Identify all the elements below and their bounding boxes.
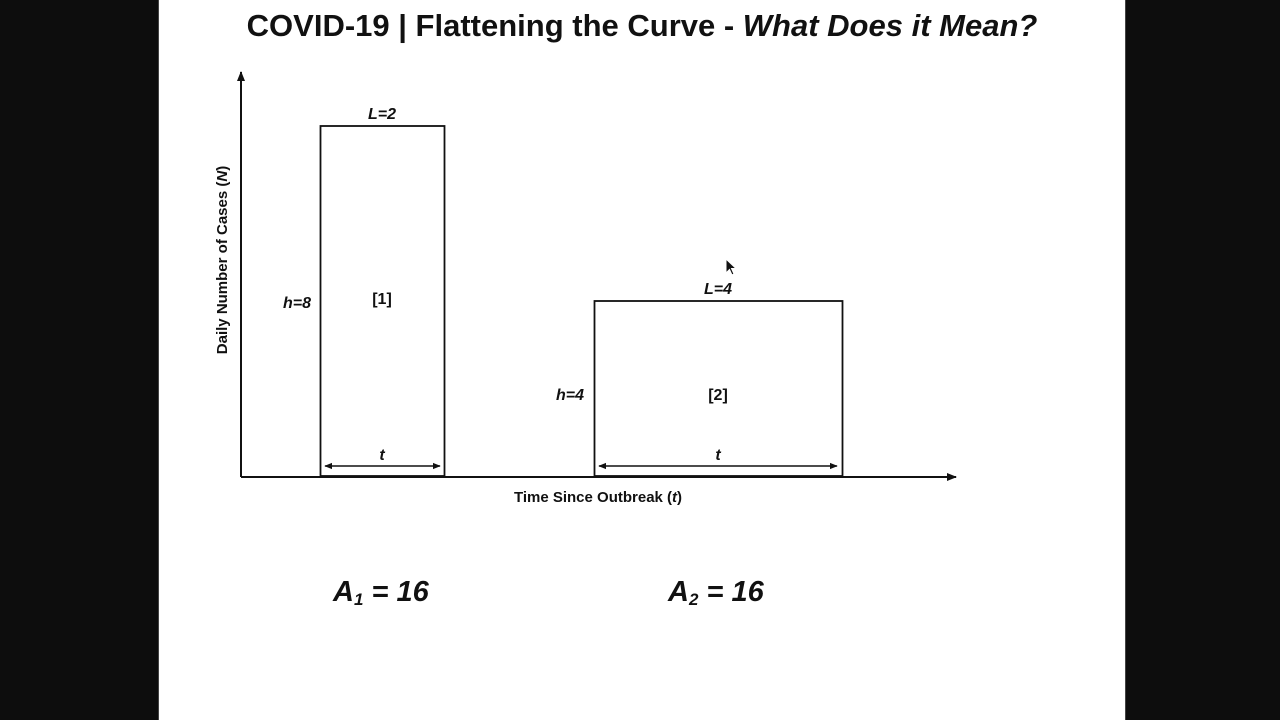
area-1-value: = 16 [363,576,429,608]
title-italic: What Does it Mean? [742,8,1038,43]
rectangle-1-box [319,125,446,477]
area-2-equation: A2 = 16 [668,576,764,610]
rectangle-1-length-label: L=2 [368,106,396,123]
slide-title: COVID-19 | Flattening the Curve - What D… [159,8,1125,44]
rectangle-1-height-label: h=8 [283,295,311,312]
mouse-pointer-icon [725,258,738,276]
area-1-symbol: A [333,576,354,608]
flattening-diagram: Daily Number of Cases (N) Time Since Out… [214,71,957,506]
title-main: COVID-19 | Flattening the Curve - [246,8,743,43]
rectangle-2-span-label: t [715,447,721,464]
area-1-subscript: 1 [353,590,364,609]
rectangle-2-length-label: L=4 [704,281,732,298]
rectangle-2-id: [2] [708,387,728,404]
area-2-subscript: 2 [688,590,699,609]
slide: COVID-19 | Flattening the Curve - What D… [158,0,1126,720]
x-axis-label: Time Since Outbreak (t) [514,489,682,506]
rectangle-1: L=2 h=8 [1] t [283,106,446,477]
rectangle-2-box [593,300,844,477]
rectangle-1-id: [1] [372,291,392,308]
area-2-value: = 16 [698,576,764,608]
rectangle-1-span-label: t [379,447,385,464]
rectangle-2-height-label: h=4 [556,387,584,404]
area-2-symbol: A [668,576,689,608]
area-1-equation: A1 = 16 [333,576,429,610]
rectangle-2: L=4 h=4 [2] t [556,281,844,477]
y-axis-label: Daily Number of Cases (N) [214,166,231,354]
